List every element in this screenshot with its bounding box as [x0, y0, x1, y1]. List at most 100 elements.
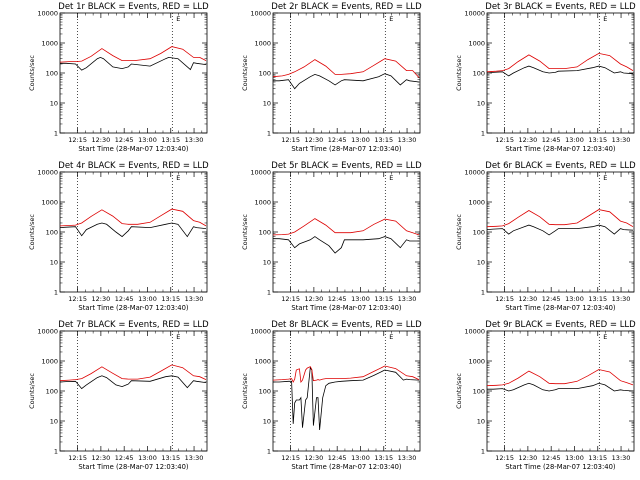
x-tick-label: 13:00	[138, 295, 157, 303]
y-tick-label: 10	[263, 417, 271, 425]
x-tick-label: 12:30	[305, 136, 324, 144]
x-tick-label: 12:15	[495, 295, 514, 303]
x-tick-label: 12:15	[495, 454, 514, 462]
event-marker-label: E	[603, 174, 607, 182]
panel-2: Det 2r BLACK = Events, RED = LLD 1 10 100 10…	[241, 2, 422, 153]
panel-title: Det 5r BLACK = Events, RED = LLD	[271, 161, 422, 171]
x-tick-label: 12:30	[519, 295, 538, 303]
series-events	[273, 366, 420, 431]
panel-1: Det 1r BLACK = Events, RED = LLD 1 10 100 10…	[28, 2, 209, 153]
event-marker-label: E	[389, 333, 393, 341]
x-tick-label: 13:00	[565, 136, 584, 144]
x-axis-label: Start Time (28-Mar-07 12:03:40)	[78, 304, 188, 312]
y-tick-label: 1000	[254, 357, 271, 365]
y-tick-label: 1	[481, 288, 485, 296]
plot-frame	[272, 330, 421, 452]
x-tick-label: 13:00	[565, 454, 584, 462]
panel-9: Det 9r BLACK = Events, RED = LLD 1 10 100 10…	[455, 320, 636, 471]
y-tick-label: 1	[267, 288, 271, 296]
x-tick-label: 12:30	[305, 295, 324, 303]
y-tick-label: 1000	[41, 198, 58, 206]
y-tick-label: 1	[267, 129, 271, 137]
x-tick-label: 12:45	[328, 295, 347, 303]
y-axis-label: Counts/sec	[28, 214, 36, 250]
x-tick-label: 12:45	[328, 136, 347, 144]
series-lld	[59, 46, 207, 63]
y-tick-label: 100	[46, 69, 58, 77]
y-tick-label: 100	[473, 69, 485, 77]
y-tick-label: 10	[50, 258, 58, 266]
x-tick-label: 13:00	[138, 136, 157, 144]
y-axis-label: Counts/sec	[455, 214, 463, 250]
y-axis-label: Counts/sec	[455, 55, 463, 91]
x-tick-label: 12:30	[92, 295, 111, 303]
event-marker-label: E	[389, 15, 393, 23]
panel-title: Det 1r BLACK = Events, RED = LLD	[58, 2, 209, 12]
x-tick-label: 12:15	[281, 454, 300, 462]
plot-frame	[486, 12, 635, 134]
y-tick-label: 10	[263, 99, 271, 107]
y-tick-label: 100	[473, 387, 485, 395]
panel-4: Det 4r BLACK = Events, RED = LLD 1 10 100 10…	[28, 161, 209, 312]
series-lld	[486, 209, 634, 228]
y-tick-label: 10	[477, 417, 485, 425]
y-tick-label: 10000	[464, 9, 485, 17]
y-tick-label: 100	[259, 228, 271, 236]
x-tick-label: 12:15	[281, 136, 300, 144]
panel-title: Det 2r BLACK = Events, RED = LLD	[271, 2, 422, 12]
plot-frame	[59, 330, 208, 452]
y-axis-label: Counts/sec	[241, 55, 249, 91]
y-tick-label: 100	[259, 69, 271, 77]
y-tick-label: 100	[473, 228, 485, 236]
panel-title: Det 4r BLACK = Events, RED = LLD	[58, 161, 209, 171]
y-tick-label: 1	[267, 447, 271, 455]
y-tick-label: 10000	[37, 168, 58, 176]
y-tick-label: 1000	[41, 39, 58, 47]
panel-5: Det 5r BLACK = Events, RED = LLD 1 10 100 10…	[241, 161, 422, 312]
y-tick-label: 1000	[468, 198, 485, 206]
x-tick-label: 12:15	[281, 295, 300, 303]
x-tick-label: 13:15	[374, 136, 393, 144]
x-tick-label: 13:30	[612, 136, 631, 144]
x-tick-label: 12:45	[542, 136, 561, 144]
series-events	[486, 65, 634, 77]
panel-7: Det 7r BLACK = Events, RED = LLD 1 10 100 10…	[28, 320, 209, 471]
series-lld	[486, 52, 634, 73]
x-tick-label: 13:15	[161, 454, 180, 462]
y-tick-label: 10	[477, 258, 485, 266]
y-tick-label: 100	[46, 228, 58, 236]
panel-title: Det 7r BLACK = Events, RED = LLD	[58, 320, 209, 330]
panel-title: Det 6r BLACK = Events, RED = LLD	[485, 161, 636, 171]
series-events	[486, 224, 634, 236]
x-tick-label: 13:15	[588, 454, 607, 462]
x-tick-label: 13:30	[398, 454, 417, 462]
x-tick-label: 12:45	[115, 454, 134, 462]
x-tick-label: 13:30	[185, 454, 204, 462]
y-tick-label: 10000	[37, 327, 58, 335]
event-marker-label: E	[603, 333, 607, 341]
x-tick-label: 13:00	[565, 295, 584, 303]
y-tick-label: 1000	[468, 39, 485, 47]
series-events	[273, 73, 420, 90]
x-tick-label: 13:30	[612, 295, 631, 303]
y-tick-label: 100	[259, 387, 271, 395]
x-tick-label: 12:30	[92, 454, 111, 462]
series-lld	[59, 208, 207, 227]
x-tick-label: 13:30	[612, 454, 631, 462]
y-tick-label: 1	[54, 447, 58, 455]
series-lld	[486, 369, 634, 387]
y-tick-label: 10000	[250, 168, 271, 176]
x-tick-label: 13:00	[138, 454, 157, 462]
y-tick-label: 1	[481, 129, 485, 137]
x-tick-label: 13:00	[351, 454, 370, 462]
y-tick-label: 1000	[254, 198, 271, 206]
x-axis-label: Start Time (28-Mar-07 12:03:40)	[291, 463, 401, 471]
y-tick-label: 10	[50, 99, 58, 107]
y-tick-label: 1	[54, 288, 58, 296]
plot-frame	[59, 12, 208, 134]
x-tick-label: 13:30	[185, 295, 204, 303]
series-lld	[272, 365, 420, 383]
x-tick-label: 13:00	[351, 295, 370, 303]
x-tick-label: 13:15	[161, 295, 180, 303]
